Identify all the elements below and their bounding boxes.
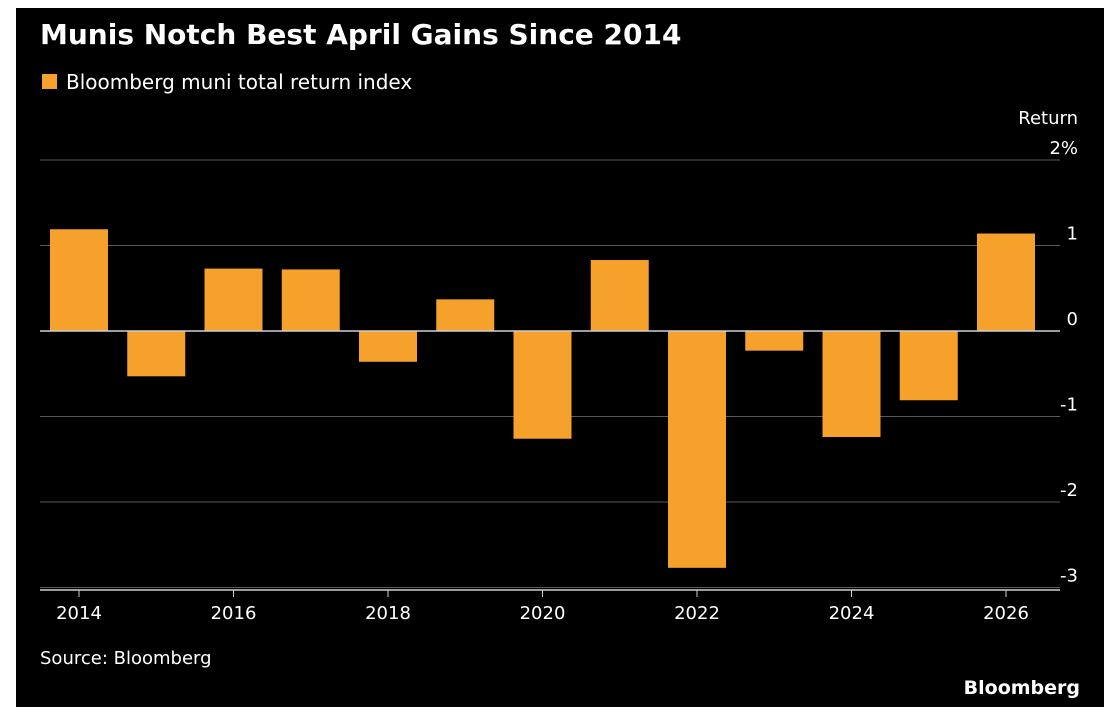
- bar-2017: [281, 269, 340, 331]
- y-tick-label: 0: [1067, 309, 1078, 330]
- bar-2015: [127, 331, 186, 377]
- x-tick-label: 2026: [983, 603, 1029, 624]
- source-note: Source: Bloomberg: [40, 648, 212, 669]
- y-tick-label: 1: [1067, 224, 1078, 245]
- y-tick-labels: 2% 1 0 -1 -2 -3: [1049, 138, 1078, 587]
- bar-2016: [204, 268, 263, 331]
- x-tick-label: 2024: [829, 603, 875, 624]
- x-tick-labels: 2014 2016 2018 2020 2022 2024 2026: [56, 603, 1029, 624]
- bar-2024: [822, 331, 881, 438]
- x-tick-label: 2020: [520, 603, 566, 624]
- bar-2018: [359, 331, 417, 362]
- bar-2019: [436, 299, 495, 331]
- bloomberg-logo: Bloomberg: [964, 677, 1080, 699]
- x-tick-label: 2018: [365, 603, 411, 624]
- y-tick-label: -2: [1060, 480, 1078, 501]
- x-tick-label: 2022: [674, 603, 720, 624]
- bars: [40, 229, 1060, 568]
- y-tick-label: -3: [1060, 566, 1078, 587]
- y-axis-label: Return: [1018, 108, 1078, 129]
- bar-2020: [513, 331, 572, 439]
- bar-2014: [50, 229, 108, 331]
- bar-chart: Munis Notch Best April Gains Since 2014 …: [40, 18, 1080, 699]
- bar-2021: [590, 260, 649, 331]
- y-tick-label: -1: [1060, 395, 1078, 416]
- chart-title: Munis Notch Best April Gains Since 2014: [40, 18, 681, 51]
- y-tick-label: 2%: [1049, 138, 1078, 159]
- legend-swatch: [42, 74, 57, 89]
- x-tick-label: 2016: [211, 603, 257, 624]
- bar-2023: [745, 331, 804, 351]
- bar-2025: [899, 331, 958, 401]
- chart-frame: Munis Notch Best April Gains Since 2014 …: [16, 8, 1104, 707]
- bar-2022: [668, 331, 726, 568]
- bar-2026: [977, 233, 1035, 331]
- legend-label: Bloomberg muni total return index: [66, 70, 412, 94]
- x-tick-label: 2014: [56, 603, 102, 624]
- x-axis: [40, 589, 1060, 597]
